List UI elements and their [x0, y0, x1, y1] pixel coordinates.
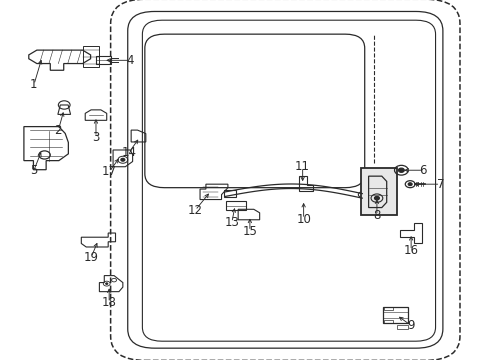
Circle shape	[398, 168, 404, 172]
Text: 12: 12	[188, 204, 203, 217]
Text: 16: 16	[404, 244, 418, 257]
Text: 19: 19	[84, 251, 98, 264]
Text: 18: 18	[102, 296, 117, 309]
Text: 5: 5	[30, 164, 38, 177]
Text: 2: 2	[54, 123, 62, 136]
Text: 17: 17	[101, 166, 117, 179]
FancyBboxPatch shape	[361, 168, 397, 215]
Text: 3: 3	[92, 131, 99, 144]
Text: 6: 6	[419, 164, 427, 177]
Circle shape	[408, 183, 412, 185]
Text: 14: 14	[121, 146, 136, 159]
Circle shape	[106, 283, 108, 284]
Text: 7: 7	[437, 178, 444, 191]
Text: 11: 11	[295, 160, 310, 173]
Circle shape	[121, 158, 125, 161]
Circle shape	[374, 197, 379, 200]
Text: 9: 9	[407, 319, 415, 332]
Text: 4: 4	[126, 54, 134, 67]
Text: 13: 13	[224, 216, 239, 229]
Text: 10: 10	[296, 212, 311, 226]
Text: 1: 1	[30, 78, 38, 91]
Text: 15: 15	[243, 225, 257, 238]
Text: 8: 8	[373, 209, 381, 222]
